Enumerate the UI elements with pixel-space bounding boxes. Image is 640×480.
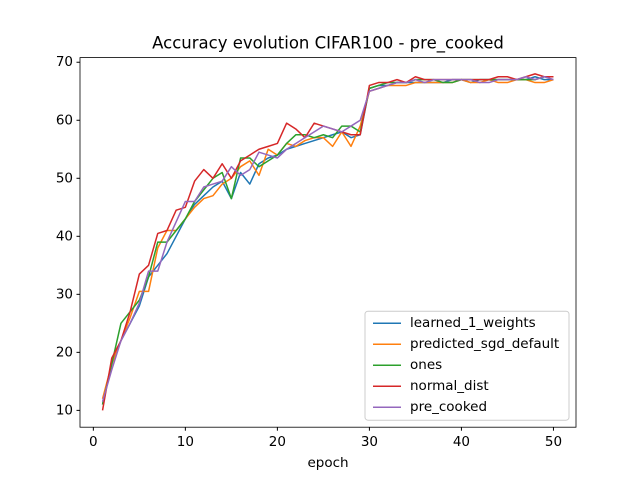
y-tick-label: 40 bbox=[56, 228, 73, 244]
legend-label: learned_1_weights bbox=[410, 315, 536, 331]
x-tick-label: 50 bbox=[545, 434, 562, 450]
legend-label: pre_cooked bbox=[410, 399, 487, 415]
chart-title: Accuracy evolution CIFAR100 - pre_cooked bbox=[152, 34, 504, 54]
x-axis-label: epoch bbox=[307, 455, 348, 471]
y-tick-label: 30 bbox=[56, 286, 73, 302]
y-tick-label: 60 bbox=[56, 112, 73, 128]
y-tick-label: 70 bbox=[56, 54, 73, 70]
y-tick-label: 20 bbox=[56, 344, 73, 360]
legend-box bbox=[364, 310, 570, 421]
legend-label: ones bbox=[410, 357, 442, 373]
plot-frame bbox=[79, 57, 577, 428]
y-tick-label: 50 bbox=[56, 170, 73, 186]
x-tick-label: 0 bbox=[89, 434, 98, 450]
y-tick-label: 10 bbox=[56, 402, 73, 418]
legend: learned_1_weights predicted_sgd_defaulton… bbox=[364, 310, 570, 421]
legend-label: predicted_sgd_default bbox=[410, 336, 559, 352]
legend-label: normal_dist bbox=[410, 378, 489, 394]
x-tick-label: 40 bbox=[453, 434, 470, 450]
x-tick-label: 30 bbox=[361, 434, 378, 450]
x-tick-label: 10 bbox=[177, 434, 194, 450]
x-tick-label: 20 bbox=[269, 434, 286, 450]
series-line bbox=[101, 76, 554, 402]
